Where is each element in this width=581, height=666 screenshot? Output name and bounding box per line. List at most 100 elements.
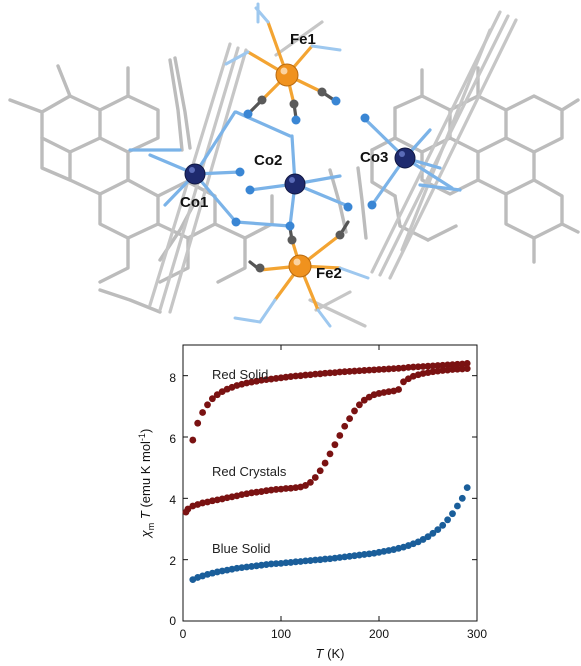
data-point-blue-solid (439, 521, 447, 529)
data-point-red-solid (341, 368, 349, 376)
plot-frame (182, 344, 478, 622)
x-tick-label: 300 (467, 627, 487, 641)
y-tick-label: 6 (169, 432, 176, 446)
data-point-red-solid (292, 372, 300, 380)
x-axis-symbol: T (316, 646, 325, 661)
data-point-red-crystals (326, 450, 334, 458)
y-axis-close: ) (138, 429, 153, 433)
molecular-structure: Fe1 Co2 Co3 Co1 Fe2 (8, 2, 580, 328)
y-axis-unit: (emu K mol (138, 441, 153, 511)
data-point-red-crystals (356, 401, 363, 409)
data-point-red-crystals (282, 485, 290, 492)
data-point-red-solid (409, 363, 417, 371)
data-point-red-crystals (351, 407, 358, 415)
data-point-red-solid (336, 368, 344, 376)
data-point-red-crystals (360, 396, 368, 404)
y-axis-subscript: m (146, 523, 156, 531)
co2-atom (284, 173, 306, 195)
chart: 0 100 200 300 0 2 4 6 8 T (K) χm T (emu … (137, 344, 487, 661)
x-axis-title: T (K) (316, 646, 345, 661)
y-tick-label: 2 (169, 554, 176, 568)
data-point-red-solid (302, 371, 309, 379)
series-label-blue-solid: Blue Solid (212, 541, 271, 556)
x-tick-label: 100 (271, 627, 291, 641)
data-point-red-crystals (346, 415, 353, 422)
data-point-red-solid (351, 367, 358, 375)
data-point-red-solid (463, 360, 471, 367)
data-point-red-crystals (307, 478, 314, 486)
nitrogen-stubs (224, 2, 370, 328)
data-point-blue-solid (302, 557, 309, 565)
nitrogen-atoms (231, 96, 377, 231)
atom-label-co3: Co3 (360, 149, 388, 166)
atom-labels: Fe1 Co2 Co3 Co1 Fe2 (180, 31, 388, 282)
data-point-red-crystals (400, 378, 407, 386)
data-point-red-solid (385, 365, 393, 373)
data-point-red-solid (390, 365, 398, 373)
y-axis-chi: χ (138, 529, 153, 538)
data-point-red-crystals (454, 365, 461, 373)
data-point-red-solid (375, 366, 383, 373)
data-point-blue-solid (458, 494, 466, 502)
data-point-red-crystals (449, 366, 456, 373)
data-point-red-solid (429, 362, 437, 370)
data-point-red-solid (405, 363, 412, 371)
data-point-red-solid (204, 401, 211, 409)
data-point-red-crystals (272, 486, 280, 493)
series-label-red-solid: Red Solid (212, 367, 268, 382)
data-point-blue-solid (311, 556, 319, 564)
co3-atom (394, 147, 416, 169)
data-point-blue-solid (321, 555, 329, 563)
y-tick-labels: 0 2 4 6 8 (169, 371, 176, 628)
data-point-red-crystals (341, 422, 349, 430)
co1-atom (184, 163, 206, 185)
y-tick-label: 0 (169, 614, 176, 628)
data-point-red-crystals (321, 459, 329, 467)
atom-label-co2: Co2 (254, 152, 282, 169)
data-point-red-solid (326, 369, 334, 377)
data-point-blue-solid (463, 484, 471, 491)
data-point-red-solid (189, 436, 197, 444)
y-axis-superscript: -1 (137, 433, 147, 441)
data-point-red-solid (395, 364, 402, 372)
y-tick-label: 4 (169, 493, 176, 507)
data-point-red-solid (414, 363, 422, 371)
x-axis-unit: (K) (324, 646, 345, 661)
data-point-red-solid (424, 362, 432, 370)
data-point-red-solid (419, 363, 427, 370)
data-point-red-crystals (395, 386, 402, 393)
atom-label-fe2: Fe2 (316, 265, 342, 282)
data-point-red-solid (370, 366, 378, 374)
x-tick-label: 200 (369, 627, 389, 641)
carbon-atoms (255, 87, 345, 273)
data-point-blue-solid (292, 558, 300, 566)
data-point-red-solid (311, 370, 319, 378)
data-point-red-solid (213, 391, 221, 399)
data-point-red-solid (209, 395, 216, 403)
data-point-blue-solid (282, 559, 290, 567)
atom-label-fe1: Fe1 (290, 31, 316, 48)
series-label-red-crystals: Red Crystals (212, 464, 287, 479)
ligand-framework-right (328, 66, 580, 264)
data-point-red-solid (356, 367, 363, 375)
fe1-atom (275, 63, 299, 87)
data-point-red-crystals (184, 505, 192, 513)
data-points (182, 360, 471, 583)
data-point-red-solid (444, 361, 451, 369)
data-point-red-crystals (311, 474, 319, 481)
data-point-red-solid (321, 369, 329, 377)
data-point-red-solid (434, 362, 442, 369)
data-point-blue-solid (272, 560, 280, 568)
cobalt-atoms (184, 147, 416, 195)
data-point-blue-solid (454, 502, 461, 510)
data-point-red-solid (454, 360, 461, 368)
data-point-red-solid (380, 365, 388, 373)
data-point-red-crystals (316, 467, 324, 475)
data-point-blue-solid (444, 516, 451, 524)
data-point-blue-solid (267, 560, 275, 568)
data-point-red-solid (199, 409, 207, 416)
x-tick-label: 0 (180, 627, 187, 641)
data-point-red-crystals (458, 365, 466, 373)
data-point-red-crystals (463, 365, 471, 373)
